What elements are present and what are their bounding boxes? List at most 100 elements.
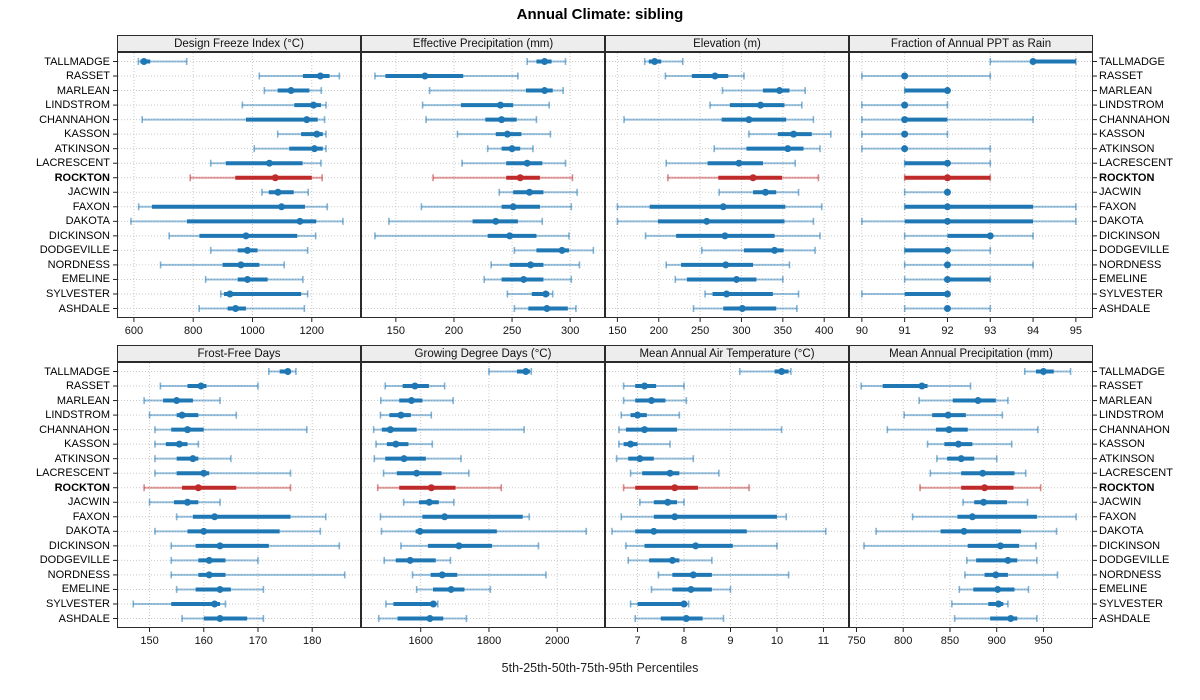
median-dot (943, 290, 951, 298)
median-dot (523, 159, 531, 167)
median-dot (943, 305, 951, 312)
percentile-row-dodgeville (170, 556, 259, 564)
percentile-row-atkinson (861, 145, 992, 153)
percentile-row-jacwin (962, 498, 1029, 506)
percentile-row-tallmadge (268, 368, 297, 375)
percentile-row-emeline (958, 585, 1030, 593)
percentile-row-channahon (861, 116, 1034, 124)
percentile-row-tallmadge (643, 58, 684, 65)
median-dot (943, 174, 951, 182)
percentile-row-lacrescent (629, 469, 720, 477)
chart-title: Annual Climate: sibling (516, 6, 684, 23)
row-label-lacrescent: LACRESCENT (1099, 467, 1173, 480)
row-label-ashdale: ASHDALE (1099, 302, 1151, 315)
median-dot (901, 116, 909, 124)
percentile-row-emeline (204, 275, 304, 283)
axis-tick-label: 2000 (545, 635, 569, 647)
percentile-row-lindstrom (241, 101, 327, 109)
panel-fraction-ppt-rain: 90 91 92 93 94 95 (849, 52, 1097, 337)
axis-tick-label: 8 (681, 635, 687, 647)
panel-border (117, 362, 361, 628)
row-label-emeline: EMELINE (1099, 273, 1148, 286)
median-dot (140, 58, 148, 65)
median-dot (723, 290, 731, 298)
percentile-row-atkinson (154, 455, 232, 463)
percentile-row-dickinson (168, 232, 317, 240)
percentile-row-lindstrom (620, 411, 681, 419)
median-dot (265, 159, 273, 167)
percentile-row-tallmadge (989, 58, 1077, 65)
row-label-jacwin: JACWIN (67, 496, 110, 509)
percentile-row-lindstrom (379, 411, 433, 419)
percentile-row-dakota (130, 217, 344, 225)
median-dot (790, 130, 798, 138)
axis-tick-label: 90 (856, 325, 868, 337)
median-dot (287, 87, 295, 95)
percentile-row-faxon (911, 513, 1077, 521)
row-label-rasset: RASSET (1099, 380, 1144, 393)
median-dot (274, 188, 282, 196)
median-dot (183, 498, 191, 506)
percentile-row-rasset (861, 72, 992, 80)
median-dot (719, 203, 727, 211)
percentile-row-ashdale (634, 615, 725, 622)
axis-tick-label: 93 (984, 325, 996, 337)
percentile-row-lindstrom (903, 411, 1004, 419)
row-label-atkinson: ATKINSON (54, 452, 110, 465)
percentile-row-rasset (860, 382, 972, 390)
panel-title: Fraction of Annual PPT as Rain (890, 37, 1052, 50)
median-dot (943, 203, 951, 211)
median-dot (416, 527, 424, 535)
row-label-channahon: CHANNAHON (1099, 113, 1170, 126)
row-label-kasson: KASSON (64, 128, 110, 141)
median-dot (689, 571, 697, 579)
median-dot (671, 484, 679, 492)
row-label-dodgeville: DODGEVILLE (39, 244, 110, 257)
row-label-faxon: FAXON (72, 200, 110, 213)
row-label-ashdale: ASHDALE (58, 302, 110, 315)
panel-title: Design Freeze Index (°C) (174, 37, 304, 50)
percentile-row-rockton (376, 484, 503, 492)
percentile-row-rasset (374, 72, 519, 80)
row-label-marlean: MARLEAN (1099, 394, 1153, 407)
median-dot (205, 556, 213, 564)
row-label-dickinson: DICKINSON (48, 539, 110, 552)
median-dot (1007, 615, 1015, 622)
percentile-row-jacwin (903, 188, 951, 196)
percentile-row-dakota (616, 217, 815, 225)
row-label-dodgeville: DODGEVILLE (39, 554, 110, 567)
row-label-dakota: DAKOTA (65, 525, 110, 538)
row-label-faxon: FAXON (72, 510, 110, 523)
median-dot (944, 411, 952, 419)
percentile-row-ashdale (198, 305, 306, 312)
median-dot (216, 585, 224, 593)
row-label-dickinson: DICKINSON (1099, 229, 1161, 242)
percentile-row-rasset (384, 382, 446, 390)
median-dot (520, 275, 528, 283)
percentile-row-jacwin (261, 188, 310, 196)
median-dot (205, 571, 213, 579)
panel-title: Elevation (m) (693, 37, 761, 50)
percentile-row-sylvester (629, 600, 690, 608)
row-label-channahon: CHANNAHON (1099, 423, 1170, 436)
median-dot (634, 411, 642, 419)
row-label-emeline: EMELINE (1099, 583, 1148, 596)
percentile-row-channahon (623, 116, 815, 124)
panel-header-growing-degree-days: Growing Degree Days (°C) (361, 345, 605, 362)
median-dot (175, 440, 183, 448)
percentile-row-faxon (137, 203, 329, 211)
percentile-row-dickinson (400, 542, 540, 550)
row-label-rockton: ROCKTON (1099, 481, 1155, 494)
percentile-row-tallmadge (488, 368, 533, 375)
axis-tick-label: 7 (634, 635, 640, 647)
percentile-row-nordness (665, 261, 791, 269)
row-label-sylvester: SYLVESTER (46, 287, 110, 300)
axis-tick-label: 350 (774, 325, 792, 337)
percentile-row-sylvester (704, 290, 800, 298)
median-dot (508, 145, 516, 153)
median-dot (943, 217, 951, 225)
median-dot (310, 145, 318, 153)
axis-tick-label: 1800 (477, 635, 501, 647)
median-dot (651, 58, 659, 65)
axis-tick-label: 170 (249, 635, 267, 647)
